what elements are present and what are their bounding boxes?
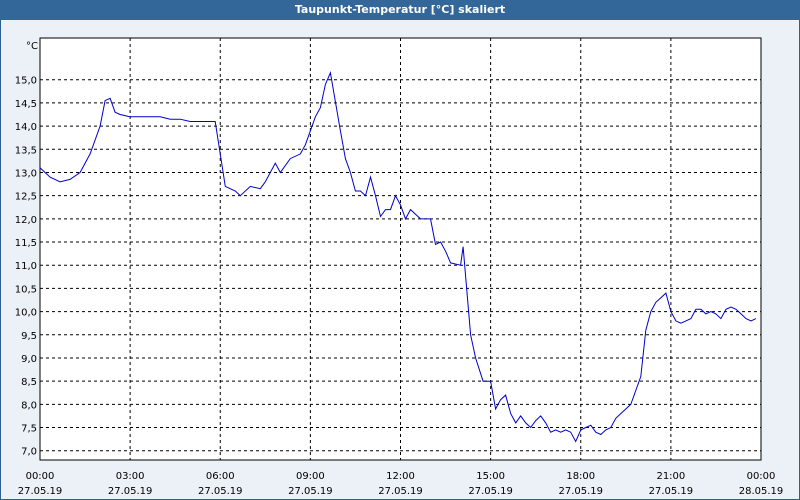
- y-tick-label: 14,5: [15, 99, 37, 110]
- y-tick-label: 12,0: [15, 215, 37, 226]
- y-tick-label: 13,5: [15, 145, 37, 156]
- window-title: Taupunkt-Temperatur [°C] skaliert: [0, 0, 800, 20]
- x-tick-date: 27.05.19: [18, 486, 63, 497]
- y-tick-label: 11,0: [15, 261, 37, 272]
- y-tick-label: 10,5: [15, 284, 37, 295]
- x-tick-time: 00:00: [26, 471, 55, 482]
- y-tick-label: 9,5: [21, 331, 37, 342]
- x-tick-time: 12:00: [386, 471, 415, 482]
- x-tick-date: 27.05.19: [108, 486, 153, 497]
- x-tick-date: 27.05.19: [378, 486, 423, 497]
- y-tick-label: 8,0: [21, 400, 37, 411]
- y-tick-label: 10,0: [15, 308, 37, 319]
- x-tick-time: 06:00: [206, 471, 235, 482]
- y-axis-unit: °C: [26, 41, 38, 52]
- y-tick-label: 14,0: [15, 122, 37, 133]
- y-tick-label: 8,5: [21, 377, 37, 388]
- y-tick-label: 11,5: [15, 238, 37, 249]
- x-tick-time: 09:00: [296, 471, 325, 482]
- y-axis-labels: 7,0 7,5 8,0 8,5 9,0 9,5 10,0 10,5 11,0 11,5 12,0 12…: [15, 76, 37, 458]
- x-tick-date: 27.05.19: [198, 486, 243, 497]
- y-tick-label: 7,5: [21, 424, 37, 435]
- grid-lines: [40, 38, 761, 460]
- y-tick-label: 13,0: [15, 168, 37, 179]
- y-tick-label: 7,0: [21, 447, 37, 458]
- x-tick-time: 03:00: [116, 471, 145, 482]
- y-tick-label: 12,5: [15, 192, 37, 203]
- y-tick-label: 15,0: [15, 76, 37, 87]
- series-line: [39, 71, 757, 443]
- x-tick-time: 00:00: [747, 471, 776, 482]
- x-axis-labels: 00:00 27.05.19 03:00 27.05.19 06:00 27.05.19 0…: [18, 471, 784, 497]
- x-tick-date: 27.05.19: [649, 486, 694, 497]
- x-tick-date: 28.05.19: [739, 486, 784, 497]
- x-tick-date: 27.05.19: [288, 486, 333, 497]
- y-tick-label: 9,0: [21, 354, 37, 365]
- x-tick-time: 21:00: [656, 471, 685, 482]
- x-tick-time: 15:00: [476, 471, 505, 482]
- x-tick-date: 27.05.19: [558, 486, 603, 497]
- x-tick-time: 18:00: [566, 471, 595, 482]
- x-tick-date: 27.05.19: [468, 486, 513, 497]
